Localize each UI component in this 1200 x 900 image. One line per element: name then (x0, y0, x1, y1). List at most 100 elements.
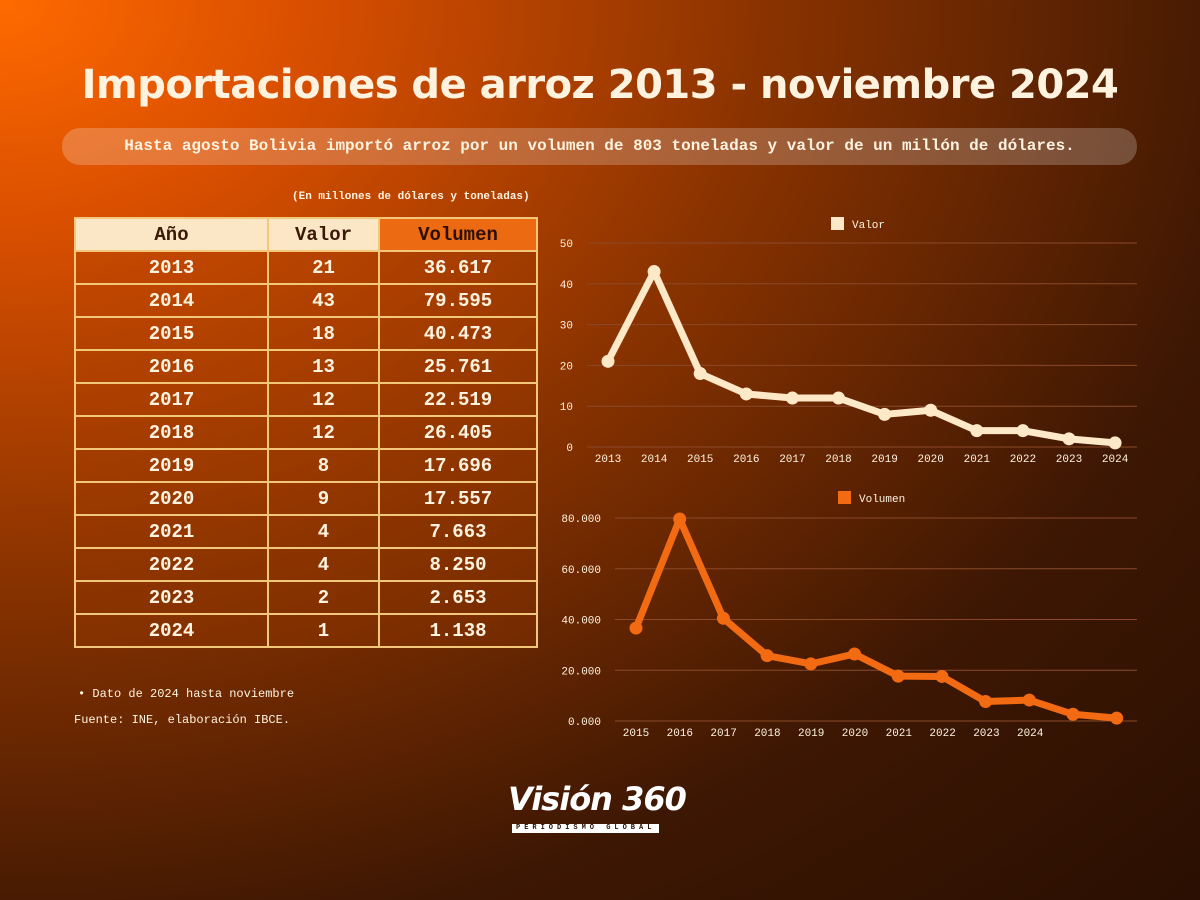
data-point (970, 424, 984, 438)
cell-year: 2021 (74, 514, 269, 549)
cell-volumen: 7.663 (378, 514, 538, 549)
cell-valor: 4 (267, 514, 380, 549)
logo-main-text: Visión 360 (508, 780, 687, 818)
x-tick-label: 2023 (1056, 454, 1082, 466)
cell-year: 2018 (74, 415, 269, 450)
cell-volumen: 36.617 (378, 250, 538, 285)
source-note: Fuente: INE, elaboración IBCE. (74, 713, 291, 727)
header-volumen: Volumen (378, 217, 538, 252)
table-row: 2015 18 40.473 (74, 316, 538, 351)
table-row: 2016 13 25.761 (74, 349, 538, 384)
data-point (629, 621, 643, 635)
series-line (604, 268, 1119, 447)
footnote-text: Dato de 2024 hasta noviembre (92, 687, 295, 701)
cell-year: 2022 (74, 547, 269, 582)
legend-label: Valor (852, 220, 885, 232)
data-point (891, 669, 905, 683)
data-point (1062, 432, 1076, 446)
cell-valor: 21 (267, 250, 380, 285)
cell-year: 2023 (74, 580, 269, 615)
data-point (935, 669, 949, 683)
y-tick-label: 0 (566, 443, 573, 455)
x-tick-label: 2020 (842, 728, 868, 740)
table-row: 2023 2 2.653 (74, 580, 538, 615)
footnote: • Dato de 2024 hasta noviembre (78, 687, 295, 701)
x-tick-label: 2019 (798, 728, 824, 740)
cell-volumen: 17.696 (378, 448, 538, 483)
units-note: (En millones de dólares y toneladas) (292, 191, 530, 203)
y-tick-label: 60.000 (561, 565, 601, 577)
logo-sub-text: PERIODISMO GLOBAL (512, 824, 660, 833)
x-tick-label: 2024 (1017, 728, 1044, 740)
x-tick-label: 2016 (667, 728, 693, 740)
data-point (878, 407, 892, 421)
data-point (716, 611, 730, 625)
cell-valor: 2 (267, 580, 380, 615)
y-tick-label: 80.000 (561, 514, 601, 526)
table-row: 2020 9 17.557 (74, 481, 538, 516)
x-tick-label: 2021 (886, 728, 913, 740)
table-row: 2022 4 8.250 (74, 547, 538, 582)
page-title: Importaciones de arroz 2013 - noviembre … (81, 62, 1119, 108)
data-point (601, 354, 615, 368)
cell-valor: 13 (267, 349, 380, 384)
cell-valor: 12 (267, 382, 380, 417)
x-tick-label: 2013 (595, 454, 621, 466)
data-point (924, 403, 938, 417)
cell-year: 2020 (74, 481, 269, 516)
x-tick-label: 2021 (964, 454, 991, 466)
legend-label: Volumen (859, 494, 905, 506)
cell-volumen: 17.557 (378, 481, 538, 516)
data-point (785, 391, 799, 405)
x-tick-label: 2023 (973, 728, 999, 740)
x-tick-label: 2018 (825, 454, 851, 466)
cell-volumen: 22.519 (378, 382, 538, 417)
header-year: Año (74, 217, 269, 252)
x-tick-label: 2019 (871, 454, 897, 466)
cell-valor: 43 (267, 283, 380, 318)
legend-swatch (838, 491, 851, 504)
cell-volumen: 2.653 (378, 580, 538, 615)
x-tick-label: 2015 (623, 728, 649, 740)
x-tick-label: 2014 (641, 454, 668, 466)
x-tick-label: 2018 (754, 728, 780, 740)
table-body: 2013 21 36.617 2014 43 79.595 2015 18 40.473 2016… (74, 250, 538, 648)
cell-year: 2014 (74, 283, 269, 318)
header-valor: Valor (267, 217, 380, 252)
y-tick-label: 30 (560, 321, 573, 333)
data-point (1110, 711, 1124, 725)
x-tick-label: 2015 (687, 454, 713, 466)
data-point (1016, 424, 1030, 438)
y-tick-label: 40 (560, 280, 573, 292)
cell-volumen: 1.138 (378, 613, 538, 648)
legend-swatch (831, 217, 844, 230)
data-point (979, 695, 993, 709)
data-point (804, 657, 818, 671)
data-point (693, 367, 707, 381)
cell-valor: 4 (267, 547, 380, 582)
cell-valor: 12 (267, 415, 380, 450)
data-point (673, 512, 687, 526)
y-tick-label: 20.000 (561, 666, 601, 678)
imports-table: Año Valor Volumen 2013 21 36.617 2014 43 79.5… (74, 217, 538, 648)
y-tick-label: 20 (560, 361, 573, 373)
x-tick-label: 2016 (733, 454, 759, 466)
cell-volumen: 8.250 (378, 547, 538, 582)
x-tick-label: 2022 (1010, 454, 1036, 466)
y-tick-label: 0.000 (568, 717, 601, 729)
cell-year: 2015 (74, 316, 269, 351)
cell-volumen: 25.761 (378, 349, 538, 384)
subtitle-banner: Hasta agosto Bolivia importó arroz por u… (62, 128, 1137, 165)
data-point (647, 265, 661, 279)
table-row: 2018 12 26.405 (74, 415, 538, 450)
series-line (632, 515, 1121, 722)
cell-valor: 8 (267, 448, 380, 483)
data-point (739, 387, 753, 401)
data-point (1022, 693, 1036, 707)
x-tick-label: 2017 (710, 728, 736, 740)
x-tick-label: 2020 (917, 454, 943, 466)
table-row: 2019 8 17.696 (74, 448, 538, 483)
y-tick-label: 40.000 (561, 616, 601, 628)
